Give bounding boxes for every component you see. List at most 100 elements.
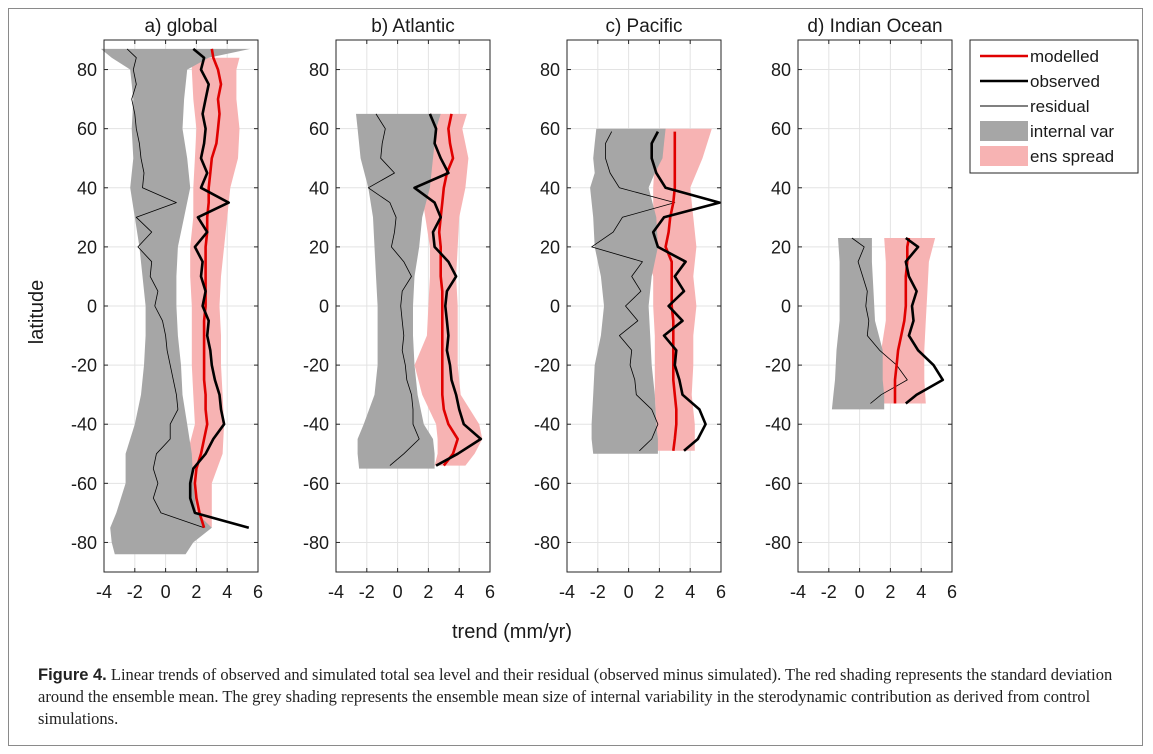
y-tick-label: -40	[303, 415, 329, 435]
x-tick-label: 2	[191, 582, 201, 602]
internal-var-band	[100, 48, 251, 555]
x-tick-label: 6	[485, 582, 495, 602]
x-tick-label: -4	[96, 582, 112, 602]
panel-title: a) global	[145, 16, 218, 37]
y-tick-label: -80	[71, 533, 97, 553]
y-tick-label: 40	[309, 178, 329, 198]
y-tick-label: -80	[534, 533, 560, 553]
legend: modelled observed residual internal var ens …	[969, 39, 1139, 174]
legend-item: modelled	[980, 47, 1099, 66]
y-tick-label: -20	[71, 356, 97, 376]
internal-var-band	[356, 113, 441, 469]
x-tick-label: 0	[393, 582, 403, 602]
x-tick-label: 6	[947, 582, 957, 602]
y-tick-label: 80	[540, 60, 560, 80]
legend-item: residual	[980, 97, 1090, 116]
observed-line	[188, 47, 250, 529]
modelled-line	[664, 131, 678, 451]
x-tick-label: 0	[161, 582, 171, 602]
y-tick-label: -60	[71, 474, 97, 494]
y-tick-label: 40	[771, 178, 791, 198]
y-tick-label: 80	[77, 60, 97, 80]
x-tick-label: 6	[253, 582, 263, 602]
figure-caption: Figure 4. Linear trends of observed and …	[38, 664, 1123, 730]
y-tick-label: -60	[534, 474, 560, 494]
y-tick-label: 20	[540, 237, 560, 257]
x-tick-label: -4	[790, 582, 806, 602]
y-tick-label: 80	[309, 60, 329, 80]
y-tick-label: 60	[309, 119, 329, 139]
x-tick-label: 6	[716, 582, 726, 602]
x-tick-label: -2	[127, 582, 143, 602]
x-tick-label: -4	[328, 582, 344, 602]
ens-spread-band	[878, 238, 936, 404]
legend-label: residual	[1030, 97, 1090, 116]
residual-line	[126, 48, 205, 529]
y-tick-label: -60	[765, 474, 791, 494]
x-axis-label: trend (mm/yr)	[452, 621, 572, 643]
y-tick-label: -20	[765, 356, 791, 376]
panel-title: d) Indian Ocean	[807, 16, 942, 37]
y-tick-label: -80	[765, 533, 791, 553]
x-tick-label: 4	[222, 582, 232, 602]
y-tick-label: 0	[87, 297, 97, 317]
ens-spread-band	[645, 128, 712, 451]
observed-line	[904, 236, 945, 405]
internal-var-band	[590, 128, 666, 454]
y-tick-label: -20	[303, 356, 329, 376]
x-tick-label: 4	[454, 582, 464, 602]
x-tick-label: 2	[885, 582, 895, 602]
y-tick-label: -40	[534, 415, 560, 435]
legend-label: modelled	[1030, 47, 1099, 66]
internal-var-band	[831, 238, 885, 410]
y-tick-label: 0	[319, 297, 329, 317]
legend-label: observed	[1030, 72, 1100, 91]
y-tick-label: -60	[303, 474, 329, 494]
y-tick-label: 60	[540, 119, 560, 139]
modelled-line	[193, 48, 223, 529]
y-tick-label: -80	[303, 533, 329, 553]
legend-label: internal var	[1030, 122, 1114, 141]
legend-item: internal var	[980, 121, 1114, 141]
residual-line	[851, 237, 908, 404]
x-tick-label: 4	[916, 582, 926, 602]
x-tick-label: -2	[821, 582, 837, 602]
legend-item: observed	[980, 72, 1100, 91]
caption-text: Linear trends of observed and simulated …	[38, 665, 1113, 728]
y-tick-label: 0	[781, 297, 791, 317]
caption-label: Figure 4.	[38, 666, 107, 684]
y-tick-label: 0	[550, 297, 560, 317]
x-tick-label: 0	[624, 582, 634, 602]
panel-title: c) Pacific	[605, 16, 682, 37]
y-tick-label: -40	[71, 415, 97, 435]
residual-line	[367, 113, 420, 466]
x-tick-label: 2	[654, 582, 664, 602]
residual-line	[591, 131, 676, 452]
y-tick-label: 40	[77, 178, 97, 198]
x-tick-label: -4	[559, 582, 575, 602]
y-tick-label: 20	[771, 237, 791, 257]
y-tick-label: 60	[77, 119, 97, 139]
figure-frame	[8, 8, 1143, 746]
y-tick-label: -20	[534, 356, 560, 376]
legend-swatch	[980, 146, 1028, 166]
ens-spread-band	[184, 57, 240, 528]
panel-title: b) Atlantic	[371, 16, 454, 37]
x-tick-label: -2	[590, 582, 606, 602]
legend-swatch	[980, 121, 1028, 141]
legend-item: ens spread	[980, 146, 1114, 166]
observed-line	[650, 130, 721, 452]
x-tick-label: 4	[685, 582, 695, 602]
y-axis-label: latitude	[26, 280, 48, 345]
legend-label: ens spread	[1030, 147, 1114, 166]
y-tick-label: 80	[771, 60, 791, 80]
y-tick-label: 20	[77, 237, 97, 257]
y-tick-label: 40	[540, 178, 560, 198]
y-tick-label: -40	[765, 415, 791, 435]
y-tick-label: 20	[309, 237, 329, 257]
